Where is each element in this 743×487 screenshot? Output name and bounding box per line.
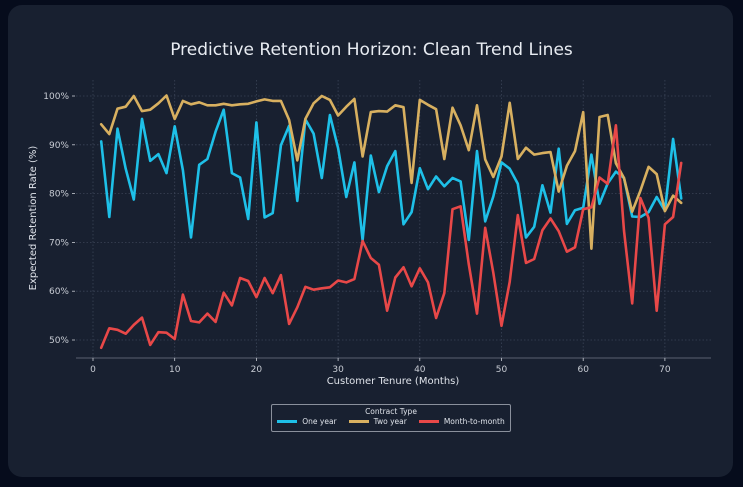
legend-swatch xyxy=(418,420,439,423)
y-axis-title: Expected Retention Rate (%) xyxy=(28,146,39,291)
legend-label: One year xyxy=(302,417,337,426)
y-tick-label: 90% xyxy=(49,141,69,151)
legend-swatch xyxy=(348,420,369,423)
chart-title: Predictive Retention Horizon: Clean Tren… xyxy=(170,40,573,60)
legend-item: One year xyxy=(277,417,337,426)
chart-card xyxy=(8,5,733,477)
x-tick-label: 60 xyxy=(577,365,589,375)
series-lines xyxy=(99,94,683,350)
x-axis-title: Customer Tenure (Months) xyxy=(327,376,460,387)
legend-title: Contract Type xyxy=(365,407,417,416)
legend-item: Month-to-month xyxy=(418,417,505,426)
x-ticks: 0 10 20 30 40 50 60 70 xyxy=(90,358,671,375)
y-ticks: 50% 60% 70% 80% 90% 100% xyxy=(43,92,75,346)
x-tick-label: 20 xyxy=(251,365,263,375)
legend-label: Two year xyxy=(373,417,407,426)
x-tick-label: 10 xyxy=(169,365,181,375)
x-tick-label: 50 xyxy=(496,365,508,375)
x-tick-label: 30 xyxy=(332,365,344,375)
legend-items: One year Two year Month-to-month xyxy=(272,417,510,426)
y-tick-label: 80% xyxy=(49,190,69,200)
legend-item: Two year xyxy=(348,417,407,426)
x-tick-label: 40 xyxy=(414,365,426,375)
x-tick-label: 0 xyxy=(90,365,96,375)
legend-label: Month-to-month xyxy=(443,417,505,426)
y-tick-label: 70% xyxy=(49,238,69,248)
y-tick-label: 60% xyxy=(49,287,69,297)
series-line-two-year xyxy=(99,94,683,250)
x-tick-label: 70 xyxy=(659,365,671,375)
y-tick-label: 100% xyxy=(43,92,69,102)
series-line-month-to-month xyxy=(99,124,683,350)
legend-swatch xyxy=(277,420,298,423)
legend: Contract Type One year Two year Month-to-m… xyxy=(271,404,511,432)
grid-lines xyxy=(76,80,711,358)
y-tick-label: 50% xyxy=(49,336,69,346)
series-line-one-year xyxy=(99,108,683,242)
